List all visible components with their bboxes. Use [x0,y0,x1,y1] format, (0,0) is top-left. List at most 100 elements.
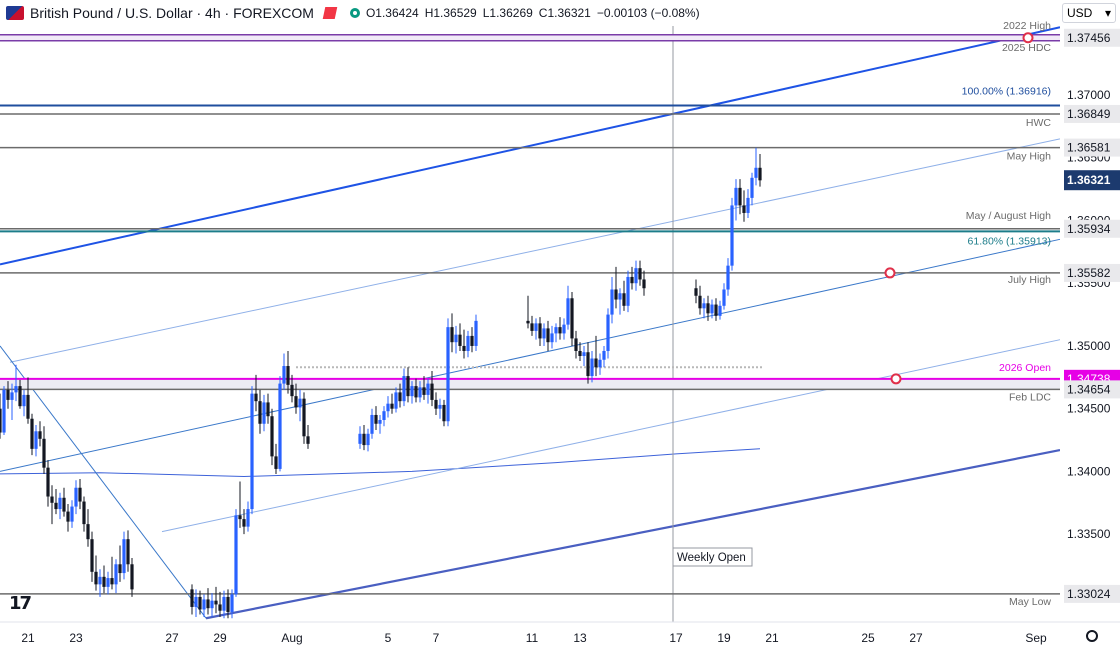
candle-body [50,496,54,503]
candle-body [198,596,202,610]
candle-down [286,350,290,394]
trendline-lower-parallel [161,339,1061,533]
time-tick-label: 7 [433,631,440,645]
time-axis-bg [0,622,1120,647]
candle-body [390,403,394,409]
candle-body [206,599,210,609]
level-label: May High [1007,151,1052,163]
candle-down [470,327,474,353]
candle-up [2,386,6,436]
candle-body [410,386,414,397]
level-axis-tag [1064,380,1120,399]
trendline-median-line [0,238,1061,472]
candle-up [14,364,18,402]
candle-body [718,305,722,316]
candle-down [714,298,718,321]
candle-down [758,153,762,187]
candle-up [250,386,254,515]
candle-body [270,416,274,457]
level-label-secondary: 2025 HDC [1002,42,1051,54]
candle-body [58,497,62,510]
candle-up [534,318,538,340]
level-marker [884,267,896,279]
candle-down [78,478,82,510]
candle-down [638,260,642,286]
candle-body [698,295,702,309]
currency-select[interactable]: USD ▾ [1062,3,1116,23]
candle-body [722,289,726,306]
candle-body [122,539,126,574]
candle-up [446,318,450,427]
settings-gear-icon[interactable] [1086,630,1098,642]
candle-body [754,167,758,178]
candle-down [294,383,298,414]
candle-up [234,509,238,597]
symbol-title[interactable]: British Pound / U.S. Dollar · 4h · FOREX… [30,5,314,21]
candle-down [706,295,710,321]
last-price-tag [1064,170,1120,191]
alert-flag-icon[interactable] [322,7,338,19]
candle-body [702,303,706,309]
candle-body [578,350,582,356]
visibility-icon[interactable] [349,8,360,18]
time-tick-label: 13 [573,631,587,645]
candle-body [246,509,250,527]
trendline-descending-trendline [0,345,207,619]
candle-body [570,298,574,339]
candle-up [566,285,570,330]
level-label: 100.00% (1.36916) [962,86,1051,98]
candle-down [558,317,562,340]
candle-up [34,425,38,457]
candle-body [634,268,638,284]
candle-body [294,396,298,408]
level-marker [890,373,902,385]
candle-down [450,313,454,353]
candle-up [466,330,470,358]
level-label: 61.80% (1.35913) [968,235,1051,247]
candle-body [14,386,18,393]
tradingview-logo: 17 [9,593,32,614]
candle-body [10,392,14,400]
candle-down [574,330,578,359]
candle-body [554,327,558,334]
candle-down [270,408,274,466]
candle-up [378,414,382,434]
candle-body [94,571,98,585]
candle-up [282,353,286,390]
candle-body [418,387,422,398]
candle-body [242,519,246,527]
candle-body [382,411,386,420]
candle-body [526,320,530,324]
candle-up [10,383,14,420]
candle-body [414,386,418,398]
candle-down [362,425,366,451]
time-tick-label: 23 [69,631,83,645]
candle-body [38,431,42,439]
candle-up [562,318,566,340]
candle-body [566,298,570,325]
candle-up [598,353,602,375]
candle-up [438,398,442,419]
candle-up [590,350,594,383]
candle-body [538,323,542,339]
candle-body [586,352,590,377]
candle-down [110,556,114,590]
open-ldc-zone [0,378,1060,390]
candle-down [594,335,598,377]
candle-body [466,335,470,351]
candle-down [258,389,262,434]
time-tick-label: 27 [909,631,923,645]
price-tick-label: 1.37000 [1067,88,1111,102]
candle-up [710,299,714,319]
candle-body [582,352,586,356]
candle-body [42,438,46,468]
candle-down [18,379,22,409]
candle-body [46,467,50,497]
candle-body [66,511,70,522]
candle-up [98,569,102,597]
moving-average-line [0,448,761,478]
level-axis-label: 1.33024 [1067,587,1111,601]
close-value: C1.36321 [538,6,591,20]
candle-body [250,393,254,510]
